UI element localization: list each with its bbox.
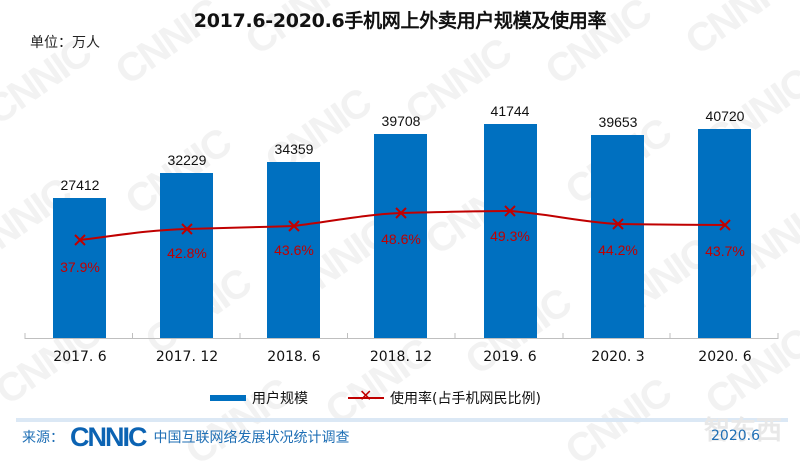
svg-text:41744: 41744 bbox=[491, 103, 530, 119]
x-tick-label: 2020. 3 bbox=[591, 349, 645, 365]
source-label: 来源： bbox=[22, 430, 64, 446]
usage-rate-markers bbox=[74, 205, 731, 246]
svg-text:39653: 39653 bbox=[599, 114, 638, 130]
usage-rate-labels: 37.9% 42.8% 43.6% 48.6% 49.3% 44.2% 43.7… bbox=[60, 228, 745, 275]
svg-text:42.8%: 42.8% bbox=[167, 245, 207, 261]
unit-label: 单位：万人 bbox=[30, 35, 100, 51]
legend-bar-swatch-icon bbox=[210, 395, 246, 401]
svg-text:43.7%: 43.7% bbox=[705, 243, 745, 259]
svg-text:27412: 27412 bbox=[61, 177, 100, 193]
source-footer: 来源： CNNIC 中国互联网络发展状况统计调查 bbox=[22, 422, 350, 452]
legend-line-marker-icon: ✕ bbox=[348, 387, 384, 405]
bar-value-labels: 27412 32229 34359 39708 41744 39653 4072… bbox=[61, 103, 745, 193]
bar-2017-12 bbox=[160, 173, 213, 338]
svg-text:37.9%: 37.9% bbox=[60, 259, 100, 275]
bar-2020-6 bbox=[698, 129, 751, 338]
x-tick-label: 2018. 12 bbox=[369, 349, 433, 365]
svg-text:49.3%: 49.3% bbox=[490, 228, 530, 244]
x-tick-label: 2018. 6 bbox=[267, 349, 321, 365]
x-tick-label: 2019. 6 bbox=[483, 349, 537, 365]
svg-text:44.2%: 44.2% bbox=[598, 242, 638, 258]
bar-2019-6 bbox=[484, 124, 537, 338]
footer-divider bbox=[16, 418, 788, 422]
x-tick-label: 2020. 6 bbox=[698, 349, 752, 365]
legend-item-usage-rate: ✕ 使用率(占手机网民比例) bbox=[348, 387, 541, 408]
svg-text:43.6%: 43.6% bbox=[274, 242, 314, 258]
bar-2020-3 bbox=[591, 135, 644, 338]
legend-item-user-scale: 用户规模 bbox=[210, 388, 308, 408]
x-axis-ticks bbox=[24, 333, 779, 339]
svg-text:40720: 40720 bbox=[706, 108, 745, 124]
report-name: 中国互联网络发展状况统计调查 bbox=[153, 430, 350, 446]
svg-text:34359: 34359 bbox=[275, 141, 314, 157]
svg-text:32229: 32229 bbox=[168, 152, 207, 168]
svg-text:39708: 39708 bbox=[382, 113, 421, 129]
x-tick-label: 2017. 12 bbox=[155, 349, 219, 365]
report-date: 2020.6 bbox=[711, 428, 760, 444]
legend-label: 用户规模 bbox=[252, 391, 308, 407]
legend-label: 使用率(占手机网民比例) bbox=[390, 391, 541, 407]
chart-title: 2017.6-2020.6手机网上外卖用户规模及使用率 bbox=[193, 10, 607, 32]
brand-watermark: 智东西 bbox=[703, 416, 782, 446]
bar-2018-12 bbox=[374, 134, 427, 338]
bar-2018-6 bbox=[267, 162, 320, 338]
cnnic-logo: CNNIC bbox=[70, 422, 147, 452]
bar-series-user-scale bbox=[53, 124, 751, 338]
x-tick-label: 2017. 6 bbox=[53, 349, 107, 365]
bar-2017-6 bbox=[53, 198, 106, 338]
svg-text:48.6%: 48.6% bbox=[381, 231, 421, 247]
chart-legend: 用户规模 ✕ 使用率(占手机网民比例) bbox=[210, 387, 581, 408]
